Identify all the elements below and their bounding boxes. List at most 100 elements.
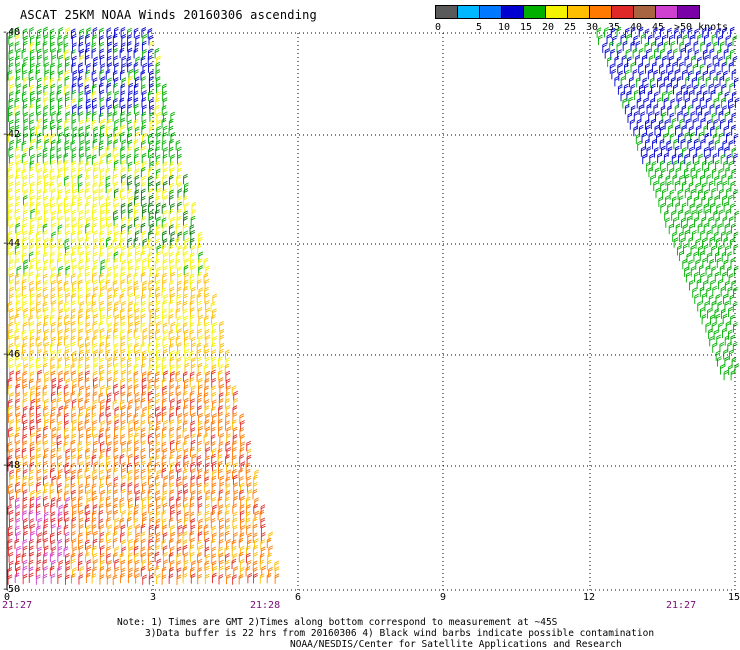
wind-barb <box>154 377 160 389</box>
wind-barb <box>134 567 139 578</box>
wind-barb <box>35 357 41 368</box>
wind-barb <box>161 364 167 375</box>
wind-barb <box>663 41 669 52</box>
wind-barb <box>119 237 125 249</box>
wind-barb <box>700 117 706 129</box>
wind-barb <box>15 300 21 311</box>
wind-barb <box>77 468 83 479</box>
wind-barb <box>99 538 104 549</box>
wind-barb <box>113 489 118 500</box>
wind-barb <box>8 328 13 340</box>
wind-barb <box>161 467 167 479</box>
wind-barb <box>721 251 727 262</box>
wind-barb <box>140 363 146 374</box>
wind-barb <box>225 404 231 416</box>
wind-barb <box>91 90 97 102</box>
wind-barb <box>78 126 84 137</box>
wind-barb <box>127 392 132 403</box>
wind-barb <box>64 126 69 137</box>
wind-barb <box>35 41 41 52</box>
wind-barb <box>710 89 716 101</box>
wind-barb <box>197 397 202 409</box>
wind-barb <box>722 327 727 339</box>
wind-barb <box>655 111 660 122</box>
wind-barb <box>161 203 167 214</box>
wind-barb <box>643 97 648 109</box>
wind-barb <box>22 496 28 508</box>
wind-barb <box>100 63 106 74</box>
wind-barb <box>127 531 133 542</box>
wind-barb <box>85 461 91 472</box>
wind-barb <box>182 544 188 556</box>
wind-barb <box>8 146 14 157</box>
wind-barb <box>665 217 670 228</box>
wind-barb <box>685 42 690 53</box>
wind-barb <box>93 174 99 185</box>
wind-barb <box>127 252 132 263</box>
wind-barb <box>149 447 154 458</box>
wind-barb <box>155 425 160 437</box>
wind-barb <box>134 69 139 80</box>
wind-barb <box>36 195 42 206</box>
wind-barb <box>15 181 20 192</box>
wind-barb <box>610 48 615 60</box>
wind-barb <box>705 97 711 109</box>
wind-barb <box>127 259 133 270</box>
wind-barb <box>140 70 146 81</box>
wind-barb <box>127 285 133 297</box>
wind-barb <box>684 167 689 179</box>
wind-barb <box>676 90 682 102</box>
wind-barb <box>77 244 83 256</box>
wind-barb <box>189 224 195 235</box>
longitude-label: 0 <box>4 592 11 603</box>
wind-barb <box>711 223 717 235</box>
wind-barb <box>649 153 655 164</box>
wind-barb <box>176 286 182 297</box>
wind-barb <box>671 210 676 221</box>
wind-barb <box>99 441 105 452</box>
wind-barb <box>15 76 21 87</box>
wind-barb <box>141 552 147 563</box>
wind-barb <box>113 306 119 318</box>
wind-barb <box>50 502 56 514</box>
wind-barb <box>99 412 105 423</box>
wind-barb <box>28 271 34 283</box>
wind-barb <box>225 378 231 389</box>
wind-barb <box>596 27 602 38</box>
wind-barb <box>51 222 57 234</box>
wind-barb <box>211 314 216 325</box>
wind-barb <box>29 76 34 87</box>
wind-barb <box>197 258 203 269</box>
wind-barb <box>92 495 98 507</box>
wind-barb <box>70 474 76 486</box>
wind-barb <box>715 350 721 361</box>
wind-barb <box>723 125 729 137</box>
wind-barb <box>729 294 735 305</box>
wind-barb <box>681 202 687 213</box>
wind-barb <box>71 454 76 465</box>
wind-barb <box>29 446 35 458</box>
wind-barb <box>718 209 724 220</box>
wind-barb <box>127 328 133 340</box>
wind-barb <box>71 49 76 60</box>
wind-barb <box>182 371 188 382</box>
wind-barb <box>43 75 49 87</box>
wind-barb <box>29 173 34 185</box>
wind-barb <box>85 257 91 269</box>
wind-barb <box>259 573 265 584</box>
wind-barb <box>99 27 104 39</box>
wind-barb <box>693 138 699 150</box>
wind-barb <box>212 336 217 347</box>
wind-barb <box>154 385 160 396</box>
wind-barb <box>733 133 739 144</box>
wind-barb <box>64 538 70 549</box>
wind-barb <box>219 432 225 444</box>
wind-barb <box>50 370 56 382</box>
wind-barb <box>57 530 62 542</box>
wind-barb <box>708 180 714 192</box>
wind-barb <box>692 153 698 164</box>
wind-barb <box>723 237 729 248</box>
wind-barb <box>211 447 217 459</box>
wind-barb <box>121 245 126 256</box>
wind-barb <box>704 300 710 312</box>
